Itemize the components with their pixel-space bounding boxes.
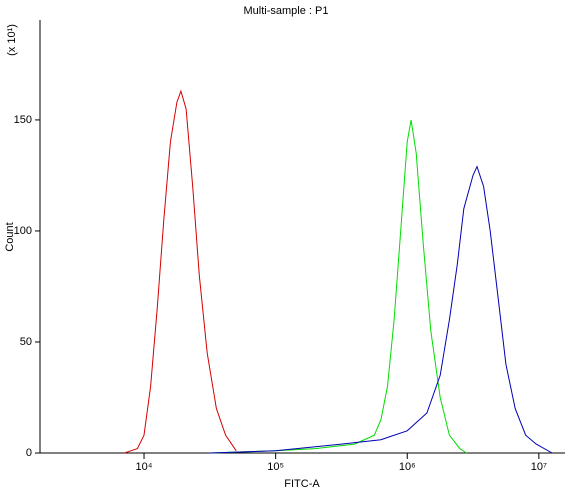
series-line [209,165,553,454]
y-tick-label: 100 [14,225,32,237]
y-multiplier: (x 10¹) [6,24,18,56]
x-tick-label: 10⁶ [399,461,416,473]
y-axis-label: Count [4,222,16,251]
x-tick-label: 10⁷ [531,461,547,473]
series-line [209,119,467,454]
x-tick-label: 10⁵ [267,461,284,473]
chart-title: Multi-sample : P1 [244,5,329,17]
y-tick-label: 50 [20,336,32,348]
x-axis-label: FITC-A [284,478,320,490]
x-tick-label: 10⁴ [136,461,153,473]
series-line [124,89,237,454]
y-tick-label: 150 [14,114,32,126]
y-tick-label: 0 [26,447,32,459]
